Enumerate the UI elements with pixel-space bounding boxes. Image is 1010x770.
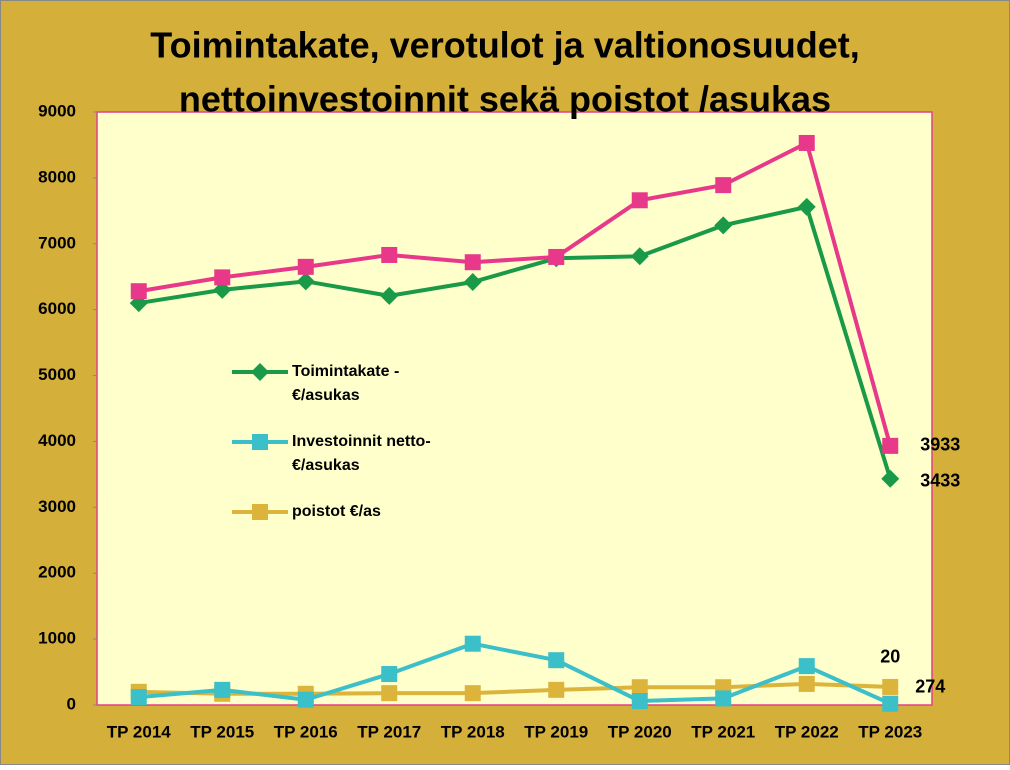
y-tick-label: 6000 — [38, 299, 76, 318]
x-tick-label: TP 2021 — [691, 722, 755, 741]
marker — [715, 177, 732, 194]
marker — [881, 469, 900, 488]
marker — [252, 434, 268, 450]
marker — [130, 283, 147, 300]
marker — [882, 437, 899, 454]
x-tick-label: TP 2014 — [107, 722, 172, 741]
x-tick-label: TP 2016 — [274, 722, 338, 741]
marker — [798, 675, 815, 692]
data-label: 3933 — [920, 435, 960, 455]
legend-label: Toimintakate - €/asukas — [292, 363, 400, 404]
marker — [297, 691, 314, 708]
marker — [715, 690, 732, 707]
marker — [380, 286, 399, 305]
legend-item: Investoinnit netto-€/asukas — [232, 433, 431, 474]
legend-label-box: poistot €/as — [292, 503, 381, 520]
marker — [381, 246, 398, 263]
marker — [251, 363, 269, 381]
marker — [213, 280, 232, 299]
series-line — [138, 140, 893, 447]
series-line — [138, 204, 893, 480]
data-label: 20 — [880, 646, 900, 666]
marker — [548, 681, 565, 698]
marker — [252, 504, 268, 520]
x-tick-label: TP 2019 — [524, 722, 588, 741]
legend-item: poistot €/as — [232, 503, 381, 520]
marker — [130, 689, 147, 706]
marker — [882, 695, 899, 712]
marker — [381, 685, 398, 702]
marker — [882, 678, 899, 695]
marker — [631, 679, 648, 696]
marker — [214, 269, 231, 286]
marker — [548, 248, 565, 265]
marker — [631, 693, 648, 710]
y-tick-label: 1000 — [38, 629, 76, 648]
y-tick-label: 4000 — [38, 431, 76, 450]
marker — [463, 272, 482, 291]
marker — [381, 666, 398, 683]
legend-label: Investoinnit netto-€/asukas — [292, 433, 431, 474]
marker — [630, 247, 649, 266]
marker — [797, 197, 816, 216]
marker — [214, 681, 231, 698]
marker — [464, 635, 481, 652]
marker — [798, 134, 815, 151]
x-tick-label: TP 2015 — [190, 722, 254, 741]
legend-label: poistot €/as — [292, 503, 381, 520]
y-tick-label: 0 — [67, 694, 76, 713]
x-tick-label: TP 2023 — [858, 722, 922, 741]
y-tick-label: 3000 — [38, 497, 76, 516]
chart-title: Toimintakate, verotulot ja valtionosuude… — [150, 25, 859, 66]
marker — [548, 652, 565, 669]
marker — [631, 192, 648, 209]
y-tick-label: 2000 — [38, 563, 76, 582]
legend-label-box: Investoinnit netto-€/asukas — [292, 433, 431, 474]
marker — [464, 254, 481, 271]
x-tick-label: TP 2018 — [441, 722, 505, 741]
x-tick-label: TP 2020 — [608, 722, 672, 741]
data-label: 274 — [915, 677, 945, 697]
y-tick-label: 5000 — [38, 365, 76, 384]
legend-item: Toimintakate - €/asukas — [232, 363, 400, 404]
marker — [296, 272, 315, 291]
legend-label-box: Toimintakate - €/asukas — [292, 363, 400, 404]
y-tick-label: 9000 — [38, 101, 76, 120]
data-label: 3433 — [920, 471, 960, 491]
series-line — [138, 641, 892, 706]
x-tick-label: TP 2022 — [775, 722, 839, 741]
y-tick-label: 8000 — [38, 167, 76, 186]
x-tick-label: TP 2017 — [357, 722, 421, 741]
y-tick-label: 7000 — [38, 233, 76, 252]
marker — [714, 216, 733, 235]
marker — [798, 658, 815, 675]
marker — [464, 685, 481, 702]
marker — [297, 258, 314, 275]
chart-title: nettoinvestoinnit sekä poistot /asukas — [179, 79, 831, 120]
